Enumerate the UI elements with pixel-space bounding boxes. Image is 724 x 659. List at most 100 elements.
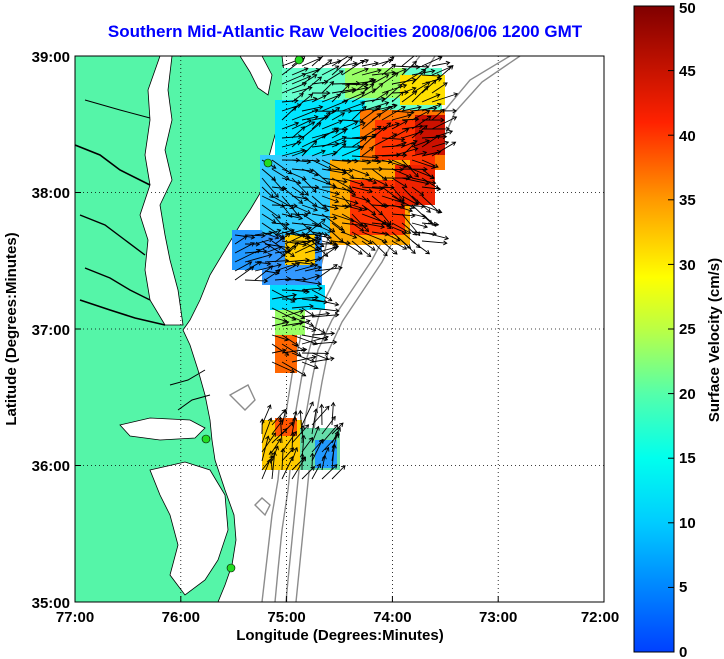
- velocity-arrow-head: [402, 68, 407, 73]
- velocity-arrow-head: [372, 179, 378, 185]
- velocity-arrow-head: [388, 105, 393, 111]
- velocity-arrow-head: [306, 209, 312, 215]
- velocity-arrow: [321, 151, 338, 157]
- velocity-arrow: [401, 213, 421, 236]
- velocity-arrow-head: [332, 184, 338, 190]
- velocity-arrow-head: [336, 426, 341, 432]
- velocity-arrow-head: [359, 59, 365, 65]
- velocity-arrow-head: [376, 105, 382, 111]
- velocity-arrow: [411, 125, 428, 139]
- velocity-arrow: [234, 249, 261, 263]
- velocity-arrow-head: [322, 94, 327, 99]
- velocity-arrow: [401, 118, 419, 121]
- velocity-arrow: [431, 108, 445, 121]
- velocity-arrow-head: [298, 215, 304, 221]
- velocity-arrow: [331, 168, 353, 172]
- velocity-arrow: [331, 186, 354, 192]
- velocity-arrow-head: [413, 146, 419, 152]
- chesapeake-bay: [139, 56, 184, 326]
- velocity-arrow: [381, 240, 398, 255]
- velocity-arrow: [311, 325, 326, 334]
- velocity-arrow: [301, 168, 319, 176]
- velocity-arrow: [421, 159, 439, 168]
- velocity-arrow-head: [352, 234, 358, 239]
- velocity-arrow-head: [280, 203, 285, 208]
- velocity-arrow: [421, 222, 439, 226]
- velocity-arrow: [421, 177, 439, 189]
- velocity-arrow: [421, 79, 437, 94]
- velocity-arrow: [291, 136, 305, 148]
- velocity-arrow-head: [425, 139, 430, 144]
- velocity-arrow: [341, 146, 364, 157]
- velocity-arrow: [311, 150, 326, 157]
- velocity-arrow: [301, 312, 330, 318]
- velocity-arrow: [401, 186, 419, 204]
- velocity-arrow: [321, 231, 333, 244]
- velocity-arrow: [261, 213, 276, 224]
- velocity-arrow-head: [448, 129, 454, 135]
- velocity-arrow: [361, 147, 374, 157]
- velocity-arrow-head: [284, 351, 290, 356]
- velocity-arrow: [361, 125, 382, 139]
- velocity-arrow: [284, 242, 299, 254]
- velocity-arrow-head: [303, 56, 306, 59]
- colorbar-tick-label: 20: [679, 386, 696, 403]
- colorbar-tick-label: 10: [679, 515, 696, 532]
- velocity-arrow: [341, 62, 357, 67]
- velocity-arrow-head: [286, 276, 292, 282]
- velocity-arrow: [411, 177, 436, 184]
- velocity-arrow-head: [299, 92, 304, 98]
- velocity-arrow-head: [348, 168, 354, 174]
- velocity-arrow-head: [285, 221, 290, 227]
- x-tick-label: 74:00: [373, 609, 411, 626]
- velocity-arrow-head: [305, 319, 311, 324]
- velocity-arrow-head: [295, 262, 301, 268]
- velocity-arrow: [291, 119, 312, 130]
- velocity-arrow: [391, 79, 416, 85]
- velocity-arrow-head: [333, 264, 338, 269]
- velocity-arrow-head: [296, 103, 302, 108]
- velocity-arrow-head: [364, 67, 369, 73]
- velocity-arrow-head: [436, 102, 442, 108]
- velocity-arrow: [291, 186, 304, 196]
- velocity-arrow: [281, 348, 307, 354]
- velocity-arrow-head: [324, 405, 330, 411]
- velocity-arrow-head: [425, 81, 431, 86]
- velocity-arrow-head: [293, 446, 299, 452]
- velocity-arrow-head: [284, 320, 290, 326]
- velocity-arrow-head: [393, 103, 398, 109]
- velocity-arrow: [301, 361, 319, 369]
- velocity-arrow: [401, 140, 418, 148]
- velocity-arrow: [281, 447, 294, 462]
- colorbar-tick-label: 45: [679, 63, 696, 80]
- velocity-arrow-head: [271, 164, 277, 169]
- colorbar-tick-label: 40: [679, 128, 696, 145]
- velocity-arrow-head: [274, 445, 279, 451]
- velocity-arrow: [351, 186, 373, 193]
- velocity-arrow: [321, 195, 339, 203]
- velocity-arrow-head: [358, 250, 363, 255]
- velocity-arrow-head: [334, 312, 340, 318]
- velocity-arrow: [261, 432, 276, 453]
- velocity-arrow-head: [338, 119, 343, 125]
- velocity-arrow-head: [367, 239, 373, 244]
- velocity-arrow: [314, 267, 343, 272]
- velocity-arrow: [391, 168, 413, 178]
- velocity-arrow: [431, 66, 452, 76]
- velocity-arrow-head: [415, 64, 421, 70]
- velocity-arrow-head: [341, 170, 347, 176]
- velocity-arrow-head: [299, 452, 305, 458]
- velocity-arrow: [331, 240, 351, 244]
- velocity-arrow-head: [318, 104, 324, 110]
- velocity-arrow-head: [431, 79, 437, 85]
- velocity-arrow-head: [327, 296, 333, 302]
- velocity-arrow: [291, 109, 319, 121]
- velocity-arrow: [254, 238, 273, 245]
- velocity-arrow-head: [397, 83, 403, 89]
- velocity-arrow-head: [437, 209, 443, 214]
- velocity-arrow: [244, 261, 262, 272]
- velocity-arrow: [281, 186, 303, 204]
- velocity-arrow-head: [316, 235, 322, 241]
- velocity-arrow: [361, 204, 376, 215]
